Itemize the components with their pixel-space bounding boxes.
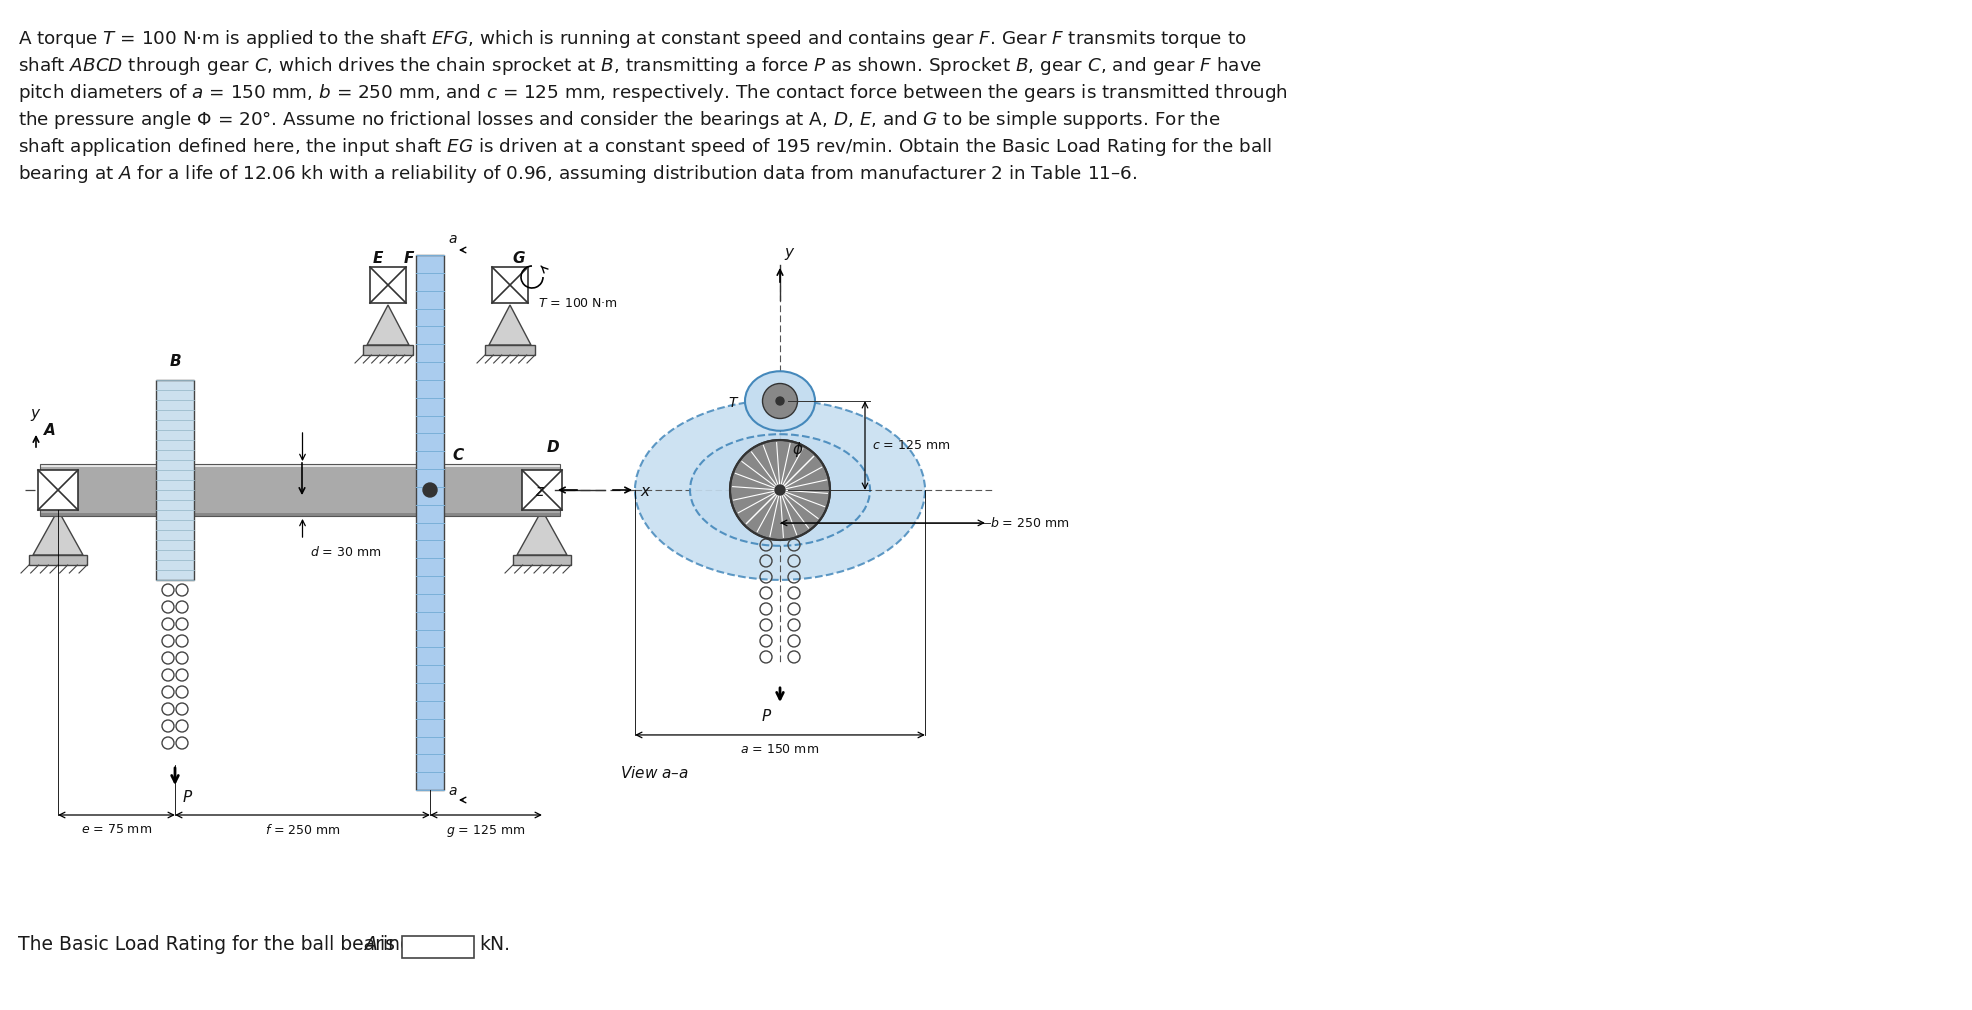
Text: z: z (534, 485, 542, 500)
Bar (39, 464, 560, 467)
Text: $T$ = 100 N·m: $T$ = 100 N·m (538, 297, 617, 310)
Bar (39, 513, 560, 516)
Bar (416, 255, 444, 790)
Bar (30, 556, 87, 565)
Text: F: F (404, 251, 414, 266)
Circle shape (763, 384, 797, 418)
Text: bearing at $A$ for a life of 12.06 kh with a reliability of 0.96, assuming distr: bearing at $A$ for a life of 12.06 kh wi… (18, 163, 1138, 185)
Text: $c$ = 125 mm: $c$ = 125 mm (872, 439, 951, 452)
Ellipse shape (690, 434, 870, 545)
Polygon shape (367, 305, 408, 345)
Text: The Basic Load Rating for the ball bearing at: The Basic Load Rating for the ball beari… (18, 935, 444, 954)
Circle shape (775, 485, 785, 495)
Text: View $a$–$a$: View $a$–$a$ (619, 765, 688, 781)
Text: $\phi$: $\phi$ (793, 440, 803, 459)
Bar (402, 936, 473, 958)
Bar (491, 267, 528, 303)
Bar (156, 380, 193, 580)
Text: A: A (43, 423, 55, 438)
Text: C: C (452, 448, 463, 463)
Text: $a$: $a$ (448, 784, 458, 798)
Circle shape (730, 440, 830, 540)
Text: $e$ = 75 mm: $e$ = 75 mm (81, 823, 152, 836)
Polygon shape (489, 305, 530, 345)
Ellipse shape (745, 372, 814, 430)
Ellipse shape (635, 400, 925, 580)
Polygon shape (517, 510, 568, 556)
Bar (523, 470, 562, 510)
Bar (39, 464, 560, 516)
Text: P: P (183, 790, 191, 805)
Text: y: y (785, 245, 793, 260)
Text: the pressure angle $\Phi$ = 20°. Assume no frictional losses and consider the be: the pressure angle $\Phi$ = 20°. Assume … (18, 109, 1221, 131)
Bar (513, 556, 572, 565)
Text: shaft application defined here, the input shaft $EG$ is driven at a constant spe: shaft application defined here, the inpu… (18, 136, 1272, 158)
Text: B: B (170, 354, 181, 369)
Text: kN.: kN. (479, 935, 511, 954)
Text: A torque $T$ = 100 N·m is applied to the shaft $EFG$, which is running at consta: A torque $T$ = 100 N·m is applied to the… (18, 28, 1246, 50)
Text: shaft $ABCD$ through gear $C$, which drives the chain sprocket at $B$, transmitt: shaft $ABCD$ through gear $C$, which dri… (18, 55, 1262, 77)
Text: $d$ = 30 mm: $d$ = 30 mm (310, 545, 383, 559)
Text: pitch diameters of $a$ = 150 mm, $b$ = 250 mm, and $c$ = 125 mm, respectively. T: pitch diameters of $a$ = 150 mm, $b$ = 2… (18, 82, 1288, 104)
Bar (37, 470, 79, 510)
Text: x: x (641, 485, 649, 500)
Bar (39, 467, 560, 513)
Text: y: y (30, 406, 39, 421)
Bar (485, 345, 534, 355)
Text: P: P (761, 709, 771, 724)
Bar (371, 267, 406, 303)
Text: $A$: $A$ (363, 935, 377, 954)
Circle shape (777, 397, 785, 405)
Text: is: is (375, 935, 394, 954)
Circle shape (424, 483, 438, 497)
Text: $b$ = 250 mm: $b$ = 250 mm (990, 516, 1069, 530)
Text: T: T (728, 396, 738, 410)
Text: E: E (373, 251, 383, 266)
Text: D: D (546, 440, 560, 454)
Text: G: G (513, 251, 525, 266)
Bar (363, 345, 412, 355)
Text: $a$: $a$ (448, 232, 458, 246)
Text: $g$ = 125 mm: $g$ = 125 mm (446, 823, 527, 839)
Text: $f$ = 250 mm: $f$ = 250 mm (264, 823, 341, 837)
Text: $a$ = 150 mm: $a$ = 150 mm (740, 743, 820, 755)
Polygon shape (34, 510, 83, 556)
